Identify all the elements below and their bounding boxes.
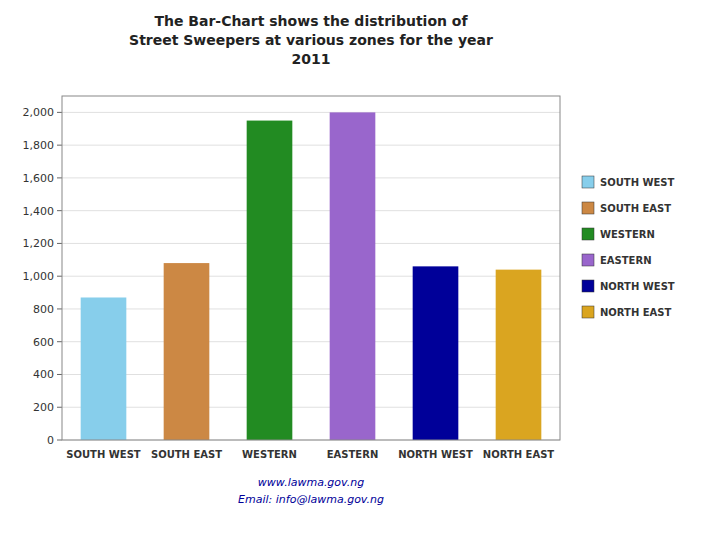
bar <box>413 266 459 440</box>
bar <box>496 270 542 440</box>
y-tick <box>57 276 62 277</box>
legend-swatch <box>582 176 594 188</box>
grid-line <box>62 243 560 244</box>
bar <box>330 112 376 440</box>
plot-frame <box>62 96 560 440</box>
x-tick-label: EASTERN <box>327 449 379 460</box>
y-tick-label: 2,000 <box>23 106 55 119</box>
legend-swatch <box>582 254 594 266</box>
legend-label: SOUTH EAST <box>600 203 671 214</box>
grid-line <box>62 407 560 408</box>
y-tick-label: 1,600 <box>23 172 55 185</box>
y-tick-label: 1,400 <box>23 205 55 218</box>
x-tick-label: SOUTH EAST <box>151 449 222 460</box>
chart-container: The Bar-Chart shows the distribution of S… <box>0 0 720 540</box>
title: The Bar-Chart shows the distribution of S… <box>129 13 493 67</box>
bars <box>81 112 542 440</box>
legend-label: WESTERN <box>600 229 655 240</box>
title-line: 2011 <box>292 51 331 67</box>
y-tick <box>57 210 62 211</box>
y-tick <box>57 407 62 408</box>
grid-line <box>62 341 560 342</box>
legend: SOUTH WEST SOUTH EAST WESTERN EASTERN NORTH … <box>582 176 675 318</box>
page: {"chart_data": { "type": "bar", "title":… <box>0 0 720 540</box>
y-tick <box>57 440 62 441</box>
chart-svg: The Bar-Chart shows the distribution of S… <box>0 0 720 540</box>
y-tick <box>57 112 62 113</box>
y-tick-label: 1,800 <box>23 139 55 152</box>
grid-line <box>62 374 560 375</box>
legend-swatch <box>582 280 594 292</box>
grid-line <box>62 112 560 113</box>
annotation: www.lawma.gov.ng <box>258 476 364 489</box>
legend-swatch <box>582 306 594 318</box>
legend-label: NORTH WEST <box>600 281 675 292</box>
legend-label: EASTERN <box>600 255 652 266</box>
bar <box>164 263 210 440</box>
y-tick-label: 0 <box>47 434 54 447</box>
y-tick-label: 200 <box>33 401 54 414</box>
y-tick <box>57 374 62 375</box>
x-tick-label: SOUTH WEST <box>66 449 141 460</box>
legend-label: NORTH EAST <box>600 307 672 318</box>
title-line: The Bar-Chart shows the distribution of <box>154 13 468 29</box>
annotation: Email: info@lawma.gov.ng <box>238 493 384 506</box>
legend-swatch <box>582 228 594 240</box>
y-tick-label: 600 <box>33 336 54 349</box>
footer: www.lawma.gov.ng Email: info@lawma.gov.ng <box>238 476 384 506</box>
y-tick <box>57 145 62 146</box>
y-tick <box>57 341 62 342</box>
grid-line <box>62 177 560 178</box>
x-tick-label: NORTH WEST <box>398 449 473 460</box>
legend-swatch <box>582 202 594 214</box>
y-tick-label: 1,000 <box>23 270 55 283</box>
y-tick <box>57 243 62 244</box>
grid-line <box>62 276 560 277</box>
x-axis: SOUTH WEST SOUTH EAST WESTERN EASTERN NORTH … <box>66 449 554 460</box>
y-tick <box>57 177 62 178</box>
y-tick-label: 800 <box>33 303 54 316</box>
y-axis: 0 200 400 600 800 1,000 1,200 1,400 1,600 1,800 2,… <box>23 106 561 447</box>
y-tick-label: 1,200 <box>23 237 55 250</box>
title-line: Street Sweepers at various zones for the… <box>129 32 493 48</box>
bar <box>247 121 293 440</box>
grid-line <box>62 210 560 211</box>
bar <box>81 297 127 440</box>
grid-line <box>62 308 560 309</box>
x-tick-label: NORTH EAST <box>483 449 555 460</box>
x-tick-label: WESTERN <box>242 449 297 460</box>
grid-line <box>62 145 560 146</box>
y-tick-label: 400 <box>33 368 54 381</box>
legend-label: SOUTH WEST <box>600 177 675 188</box>
y-tick <box>57 308 62 309</box>
